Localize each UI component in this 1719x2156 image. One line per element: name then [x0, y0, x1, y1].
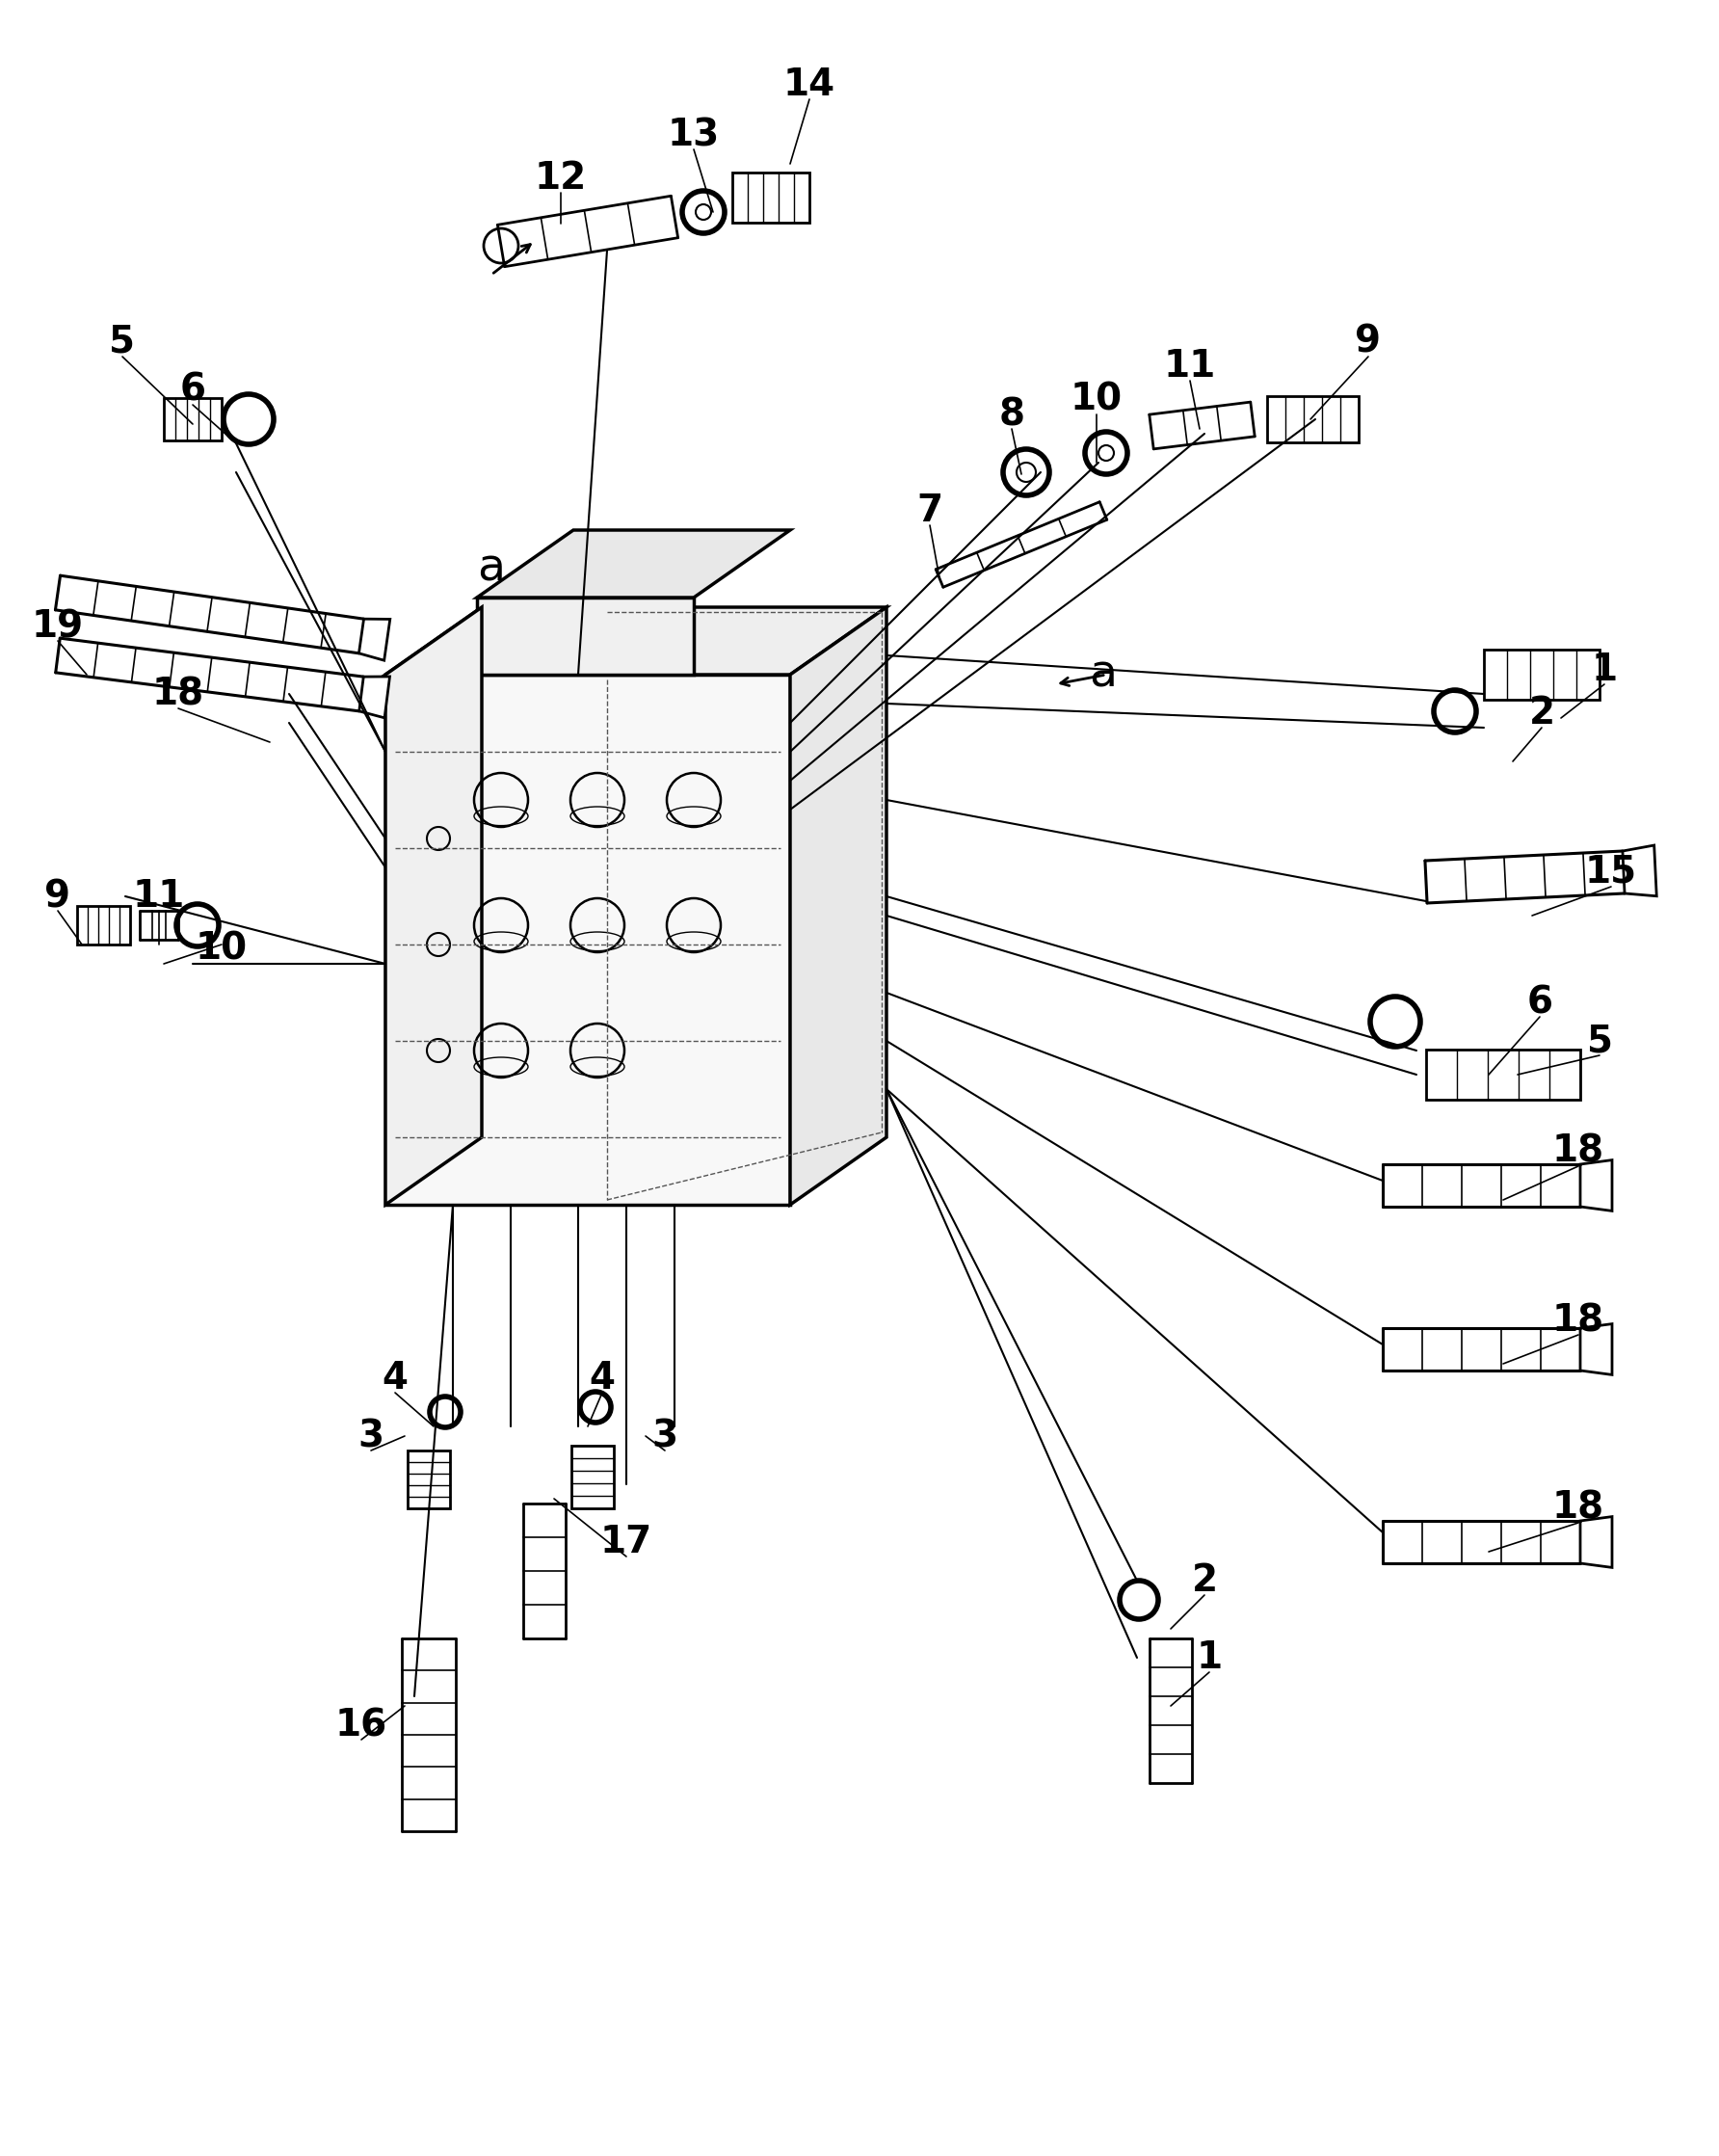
Text: 15: 15: [1585, 854, 1636, 890]
Text: 11: 11: [1164, 347, 1215, 384]
Polygon shape: [385, 608, 887, 675]
Text: 18: 18: [1552, 1490, 1604, 1526]
Polygon shape: [476, 530, 791, 597]
Text: 7: 7: [916, 492, 944, 528]
Text: 1: 1: [1196, 1639, 1222, 1675]
Polygon shape: [791, 608, 887, 1205]
Polygon shape: [385, 608, 481, 1205]
Text: 3: 3: [652, 1419, 677, 1455]
Text: 6: 6: [1526, 983, 1552, 1020]
Polygon shape: [163, 399, 222, 440]
Text: 2: 2: [1191, 1563, 1217, 1600]
Text: 2: 2: [1528, 694, 1554, 731]
Polygon shape: [1580, 1160, 1612, 1212]
Text: 9: 9: [1355, 323, 1382, 360]
Polygon shape: [476, 597, 694, 675]
Text: 6: 6: [180, 373, 206, 410]
Text: a: a: [1090, 653, 1117, 696]
Polygon shape: [732, 172, 810, 222]
Polygon shape: [1580, 1516, 1612, 1567]
Text: 18: 18: [153, 675, 205, 711]
Polygon shape: [1427, 1050, 1580, 1100]
Text: 16: 16: [335, 1708, 387, 1744]
Polygon shape: [1483, 649, 1599, 701]
Text: 3: 3: [358, 1419, 383, 1455]
Text: 10: 10: [1071, 382, 1123, 418]
Text: 12: 12: [535, 160, 586, 196]
Text: 11: 11: [132, 877, 186, 914]
Polygon shape: [1267, 397, 1358, 442]
Polygon shape: [359, 677, 390, 718]
Text: 9: 9: [45, 877, 70, 914]
Text: 5: 5: [1587, 1022, 1612, 1059]
Polygon shape: [385, 675, 791, 1205]
Polygon shape: [571, 1447, 614, 1509]
Text: 8: 8: [999, 397, 1025, 433]
Polygon shape: [77, 906, 131, 944]
Text: 1: 1: [1592, 651, 1618, 688]
Text: 10: 10: [196, 931, 248, 968]
Text: a: a: [478, 548, 505, 591]
Text: 4: 4: [590, 1360, 615, 1397]
Text: 13: 13: [667, 116, 720, 153]
Polygon shape: [407, 1451, 450, 1509]
Text: 18: 18: [1552, 1302, 1604, 1339]
Text: 14: 14: [784, 67, 835, 103]
Polygon shape: [359, 619, 390, 660]
Text: 18: 18: [1552, 1134, 1604, 1171]
Polygon shape: [1623, 845, 1657, 897]
Text: 17: 17: [600, 1524, 653, 1561]
Polygon shape: [1580, 1324, 1612, 1376]
Text: 5: 5: [110, 323, 136, 360]
Text: 19: 19: [31, 608, 84, 645]
Text: 4: 4: [382, 1360, 407, 1397]
